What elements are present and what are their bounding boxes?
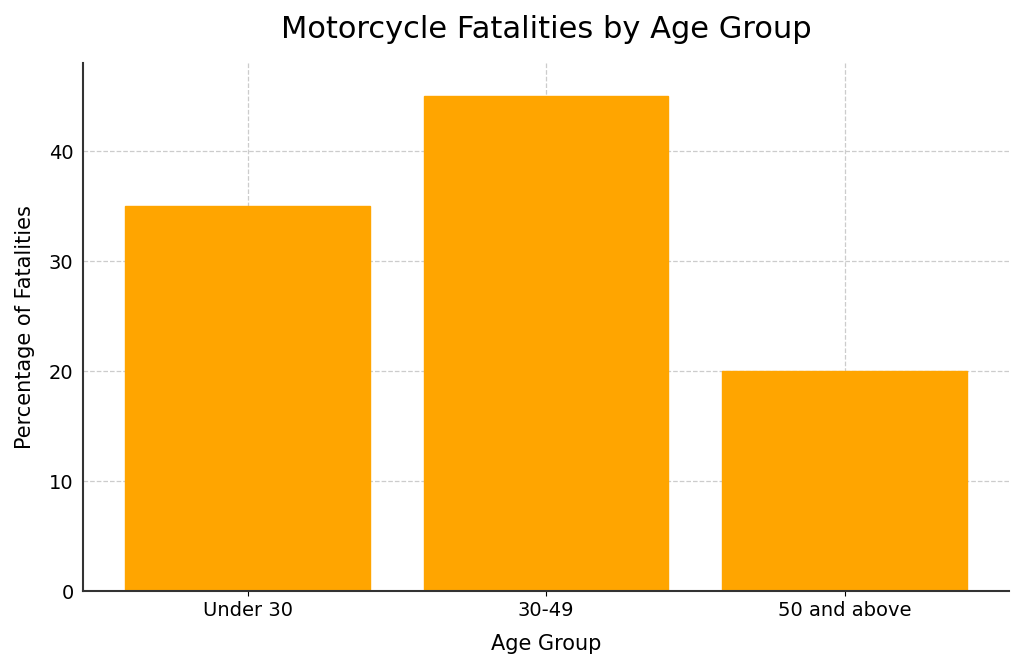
Bar [424,96,669,591]
Y-axis label: Percentage of Fatalities: Percentage of Fatalities [15,205,35,449]
Bar [125,206,370,591]
Bar [722,371,967,591]
X-axis label: Age Group: Age Group [490,634,601,654]
Title: Motorcycle Fatalities by Age Group: Motorcycle Fatalities by Age Group [281,15,811,44]
